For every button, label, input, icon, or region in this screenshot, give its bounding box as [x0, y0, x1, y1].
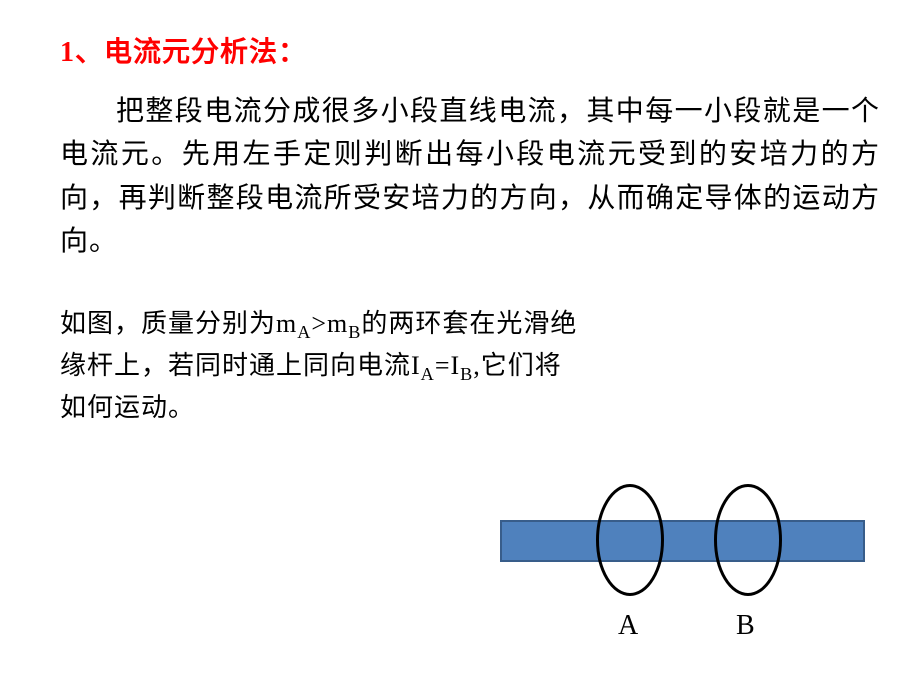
ring-A — [596, 484, 664, 596]
diagram-bar — [500, 520, 865, 562]
subscript-A2: A — [421, 364, 435, 384]
label-B: B — [736, 610, 755, 642]
ring-B-ellipse — [716, 486, 781, 595]
diagram: A B — [500, 470, 865, 650]
example-text-4: =I — [435, 351, 460, 380]
example-text-1: 如图，质量分别为m — [60, 309, 297, 338]
subscript-B: B — [348, 322, 361, 342]
body-paragraph: 把整段电流分成很多小段直线电流，其中每一小段就是一个电流元。先用左手定则判断出每… — [60, 90, 880, 264]
subscript-A: A — [297, 322, 311, 342]
slide: 1、电流元分析法： 把整段电流分成很多小段直线电流，其中每一小段就是一个电流元。… — [0, 0, 920, 690]
section-heading: 1、电流元分析法： — [60, 30, 880, 70]
heading-number: 1、 — [60, 37, 104, 68]
heading-title: 电流元分析法： — [104, 37, 307, 68]
example-text-2: >m — [311, 309, 348, 338]
ring-B — [714, 484, 782, 596]
ring-A-ellipse — [598, 486, 663, 595]
example-paragraph: 如图，质量分别为mA>mB的两环套在光滑绝缘杆上，若同时通上同向电流IA=IB,… — [60, 304, 580, 429]
subscript-B2: B — [460, 364, 473, 384]
label-A: A — [618, 610, 638, 642]
